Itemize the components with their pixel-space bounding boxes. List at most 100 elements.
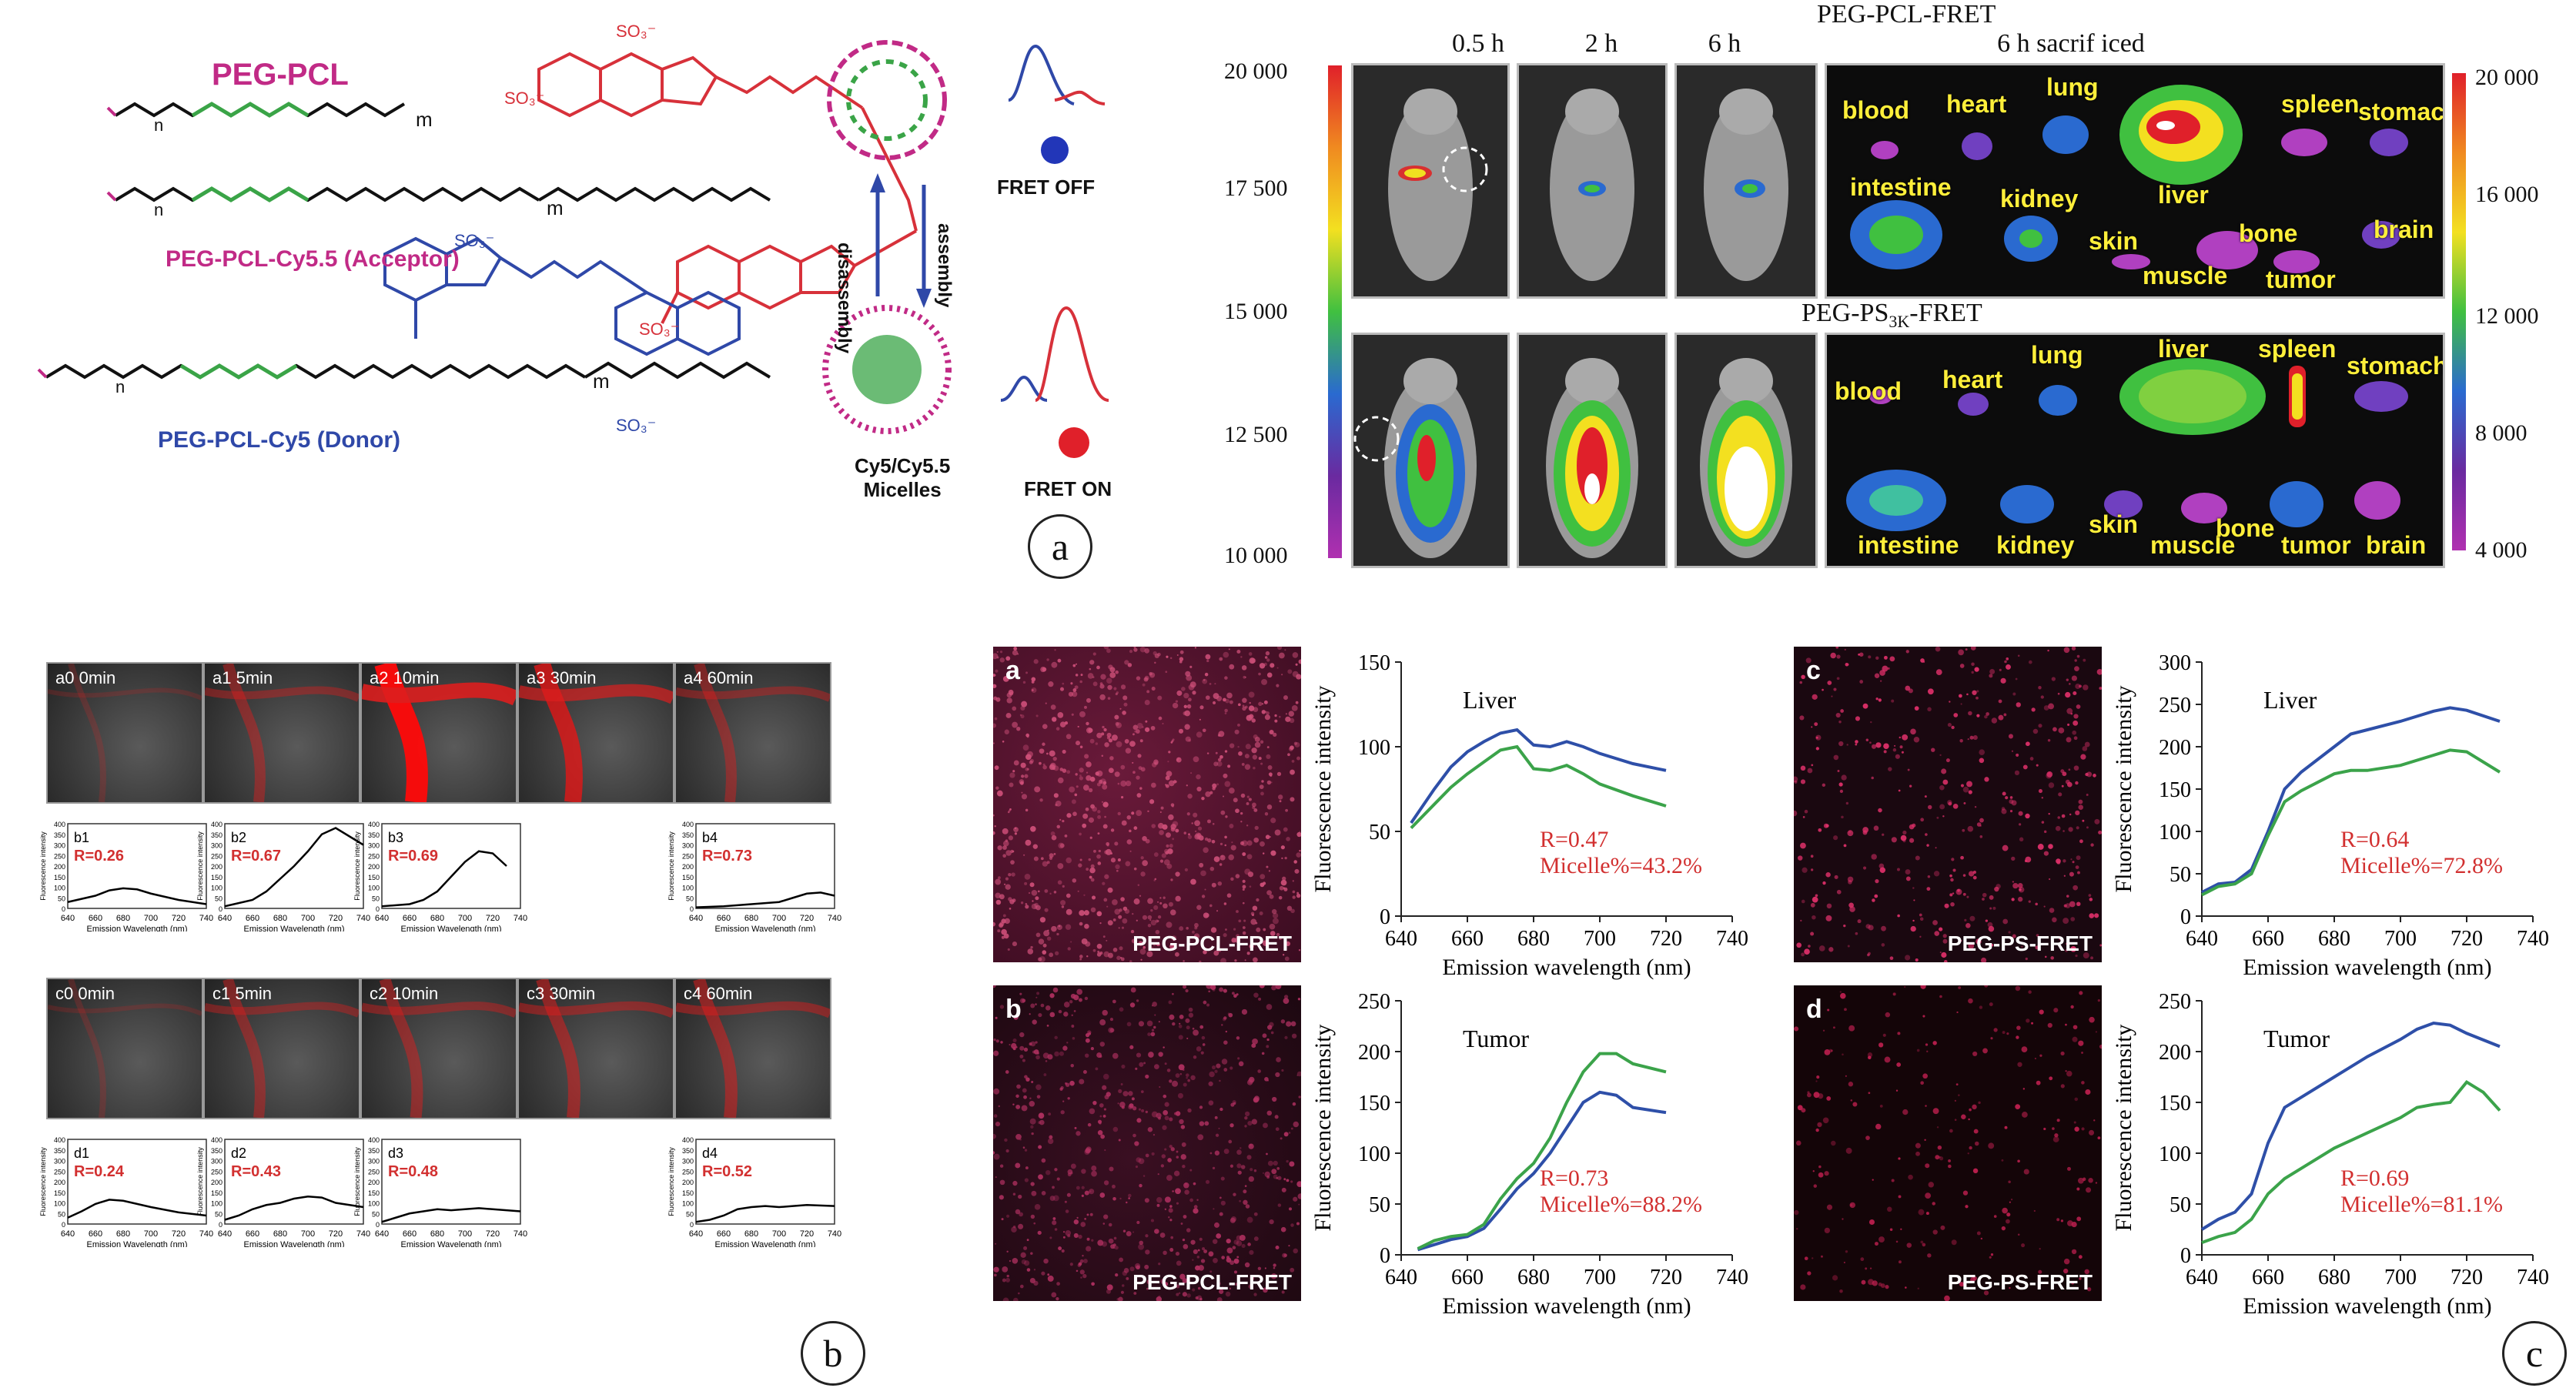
speck bbox=[2098, 830, 2102, 834]
speck bbox=[1945, 758, 1950, 763]
speck bbox=[1088, 1032, 1092, 1035]
mini-xtick: 640 bbox=[375, 914, 389, 923]
speck bbox=[1978, 1101, 1981, 1105]
speck bbox=[1250, 1168, 1253, 1172]
speck bbox=[1235, 808, 1239, 814]
speck bbox=[1168, 901, 1173, 907]
speck bbox=[1226, 1247, 1233, 1254]
speck bbox=[1243, 1199, 1248, 1206]
speck bbox=[1979, 824, 1982, 827]
speck bbox=[1068, 691, 1074, 697]
speck bbox=[1229, 664, 1235, 670]
speck bbox=[2015, 677, 2018, 681]
speck bbox=[1289, 717, 1295, 724]
speck bbox=[1270, 663, 1275, 668]
speck bbox=[1055, 800, 1062, 807]
speck bbox=[1248, 1143, 1254, 1149]
speck bbox=[1125, 748, 1132, 754]
speck bbox=[2099, 687, 2102, 690]
speck bbox=[2056, 1218, 2060, 1222]
speck bbox=[1074, 793, 1078, 797]
panel-b: a0 0min a1 5min a2 10min a3 30min a4 60min b… bbox=[39, 662, 939, 1386]
speck bbox=[1187, 1079, 1190, 1082]
speck bbox=[1200, 1051, 1204, 1055]
speck bbox=[1060, 1110, 1065, 1115]
speck bbox=[1043, 930, 1050, 937]
speck bbox=[1243, 1189, 1247, 1194]
speck bbox=[1149, 919, 1152, 921]
label-m-1: m bbox=[416, 108, 433, 131]
speck bbox=[1934, 931, 1940, 936]
confocal-b-tag: PEG-PCL-FRET bbox=[1132, 1270, 1292, 1294]
speck bbox=[2086, 1187, 2092, 1193]
speck bbox=[1178, 1024, 1183, 1028]
speck bbox=[1260, 841, 1265, 847]
speck bbox=[1158, 1052, 1163, 1057]
speck bbox=[1274, 829, 1281, 836]
speck bbox=[1096, 952, 1102, 957]
speck bbox=[1154, 1014, 1156, 1016]
speck bbox=[1069, 1263, 1073, 1266]
speck bbox=[1082, 784, 1089, 791]
speck bbox=[1176, 1150, 1179, 1153]
speck bbox=[1233, 1239, 1239, 1245]
speck bbox=[1001, 935, 1005, 939]
speck bbox=[1045, 1005, 1051, 1011]
speck bbox=[1144, 700, 1150, 705]
speck bbox=[2076, 1216, 2082, 1222]
speck bbox=[1991, 717, 1998, 724]
speck bbox=[1246, 840, 1253, 846]
speck bbox=[1253, 992, 1259, 998]
speck bbox=[1895, 1089, 1899, 1092]
speck bbox=[1253, 1095, 1260, 1102]
speck bbox=[1136, 1220, 1140, 1225]
speck bbox=[2006, 657, 2009, 661]
speck bbox=[1265, 834, 1270, 840]
speck bbox=[1144, 1198, 1149, 1203]
speck bbox=[1069, 1080, 1075, 1086]
speck bbox=[1039, 748, 1045, 754]
speck bbox=[1225, 1291, 1231, 1297]
speck bbox=[999, 1195, 1004, 1200]
speck bbox=[1039, 798, 1043, 802]
speck bbox=[1102, 881, 1106, 885]
speck bbox=[1193, 812, 1198, 818]
speck bbox=[2055, 825, 2061, 831]
speck bbox=[1126, 1201, 1128, 1204]
speck bbox=[1855, 743, 1858, 746]
speck bbox=[1281, 1187, 1286, 1192]
speck bbox=[1120, 780, 1127, 787]
speck bbox=[1136, 1265, 1140, 1270]
speck bbox=[1194, 830, 1197, 833]
speck bbox=[1174, 952, 1179, 957]
speck bbox=[993, 723, 997, 728]
speck bbox=[2012, 881, 2014, 883]
speck bbox=[1878, 1236, 1885, 1243]
speck bbox=[1019, 1212, 1023, 1217]
speck bbox=[1136, 676, 1141, 681]
speck bbox=[1209, 683, 1212, 685]
speck bbox=[1824, 1227, 1831, 1234]
speck bbox=[1078, 998, 1082, 1002]
speck bbox=[1228, 1139, 1233, 1144]
speck bbox=[1253, 1236, 1259, 1242]
speck bbox=[1054, 1035, 1058, 1040]
speck bbox=[1089, 875, 1092, 879]
mouse-bottom-0 bbox=[1351, 333, 1510, 568]
speck bbox=[1023, 1260, 1030, 1266]
speck bbox=[1002, 675, 1009, 682]
speck bbox=[2016, 702, 2021, 707]
speck bbox=[1124, 660, 1129, 665]
speck bbox=[1238, 919, 1242, 923]
mini-xtick: 640 bbox=[61, 914, 75, 923]
speck bbox=[1889, 956, 1894, 961]
speck bbox=[1905, 650, 1909, 654]
speck bbox=[1843, 1261, 1845, 1264]
speck bbox=[1244, 959, 1246, 962]
speck bbox=[1274, 1115, 1279, 1119]
speck bbox=[1195, 1296, 1199, 1300]
speck bbox=[1257, 1069, 1261, 1073]
speck bbox=[1175, 1073, 1180, 1078]
speck bbox=[1261, 678, 1268, 685]
speck bbox=[2046, 771, 2053, 778]
